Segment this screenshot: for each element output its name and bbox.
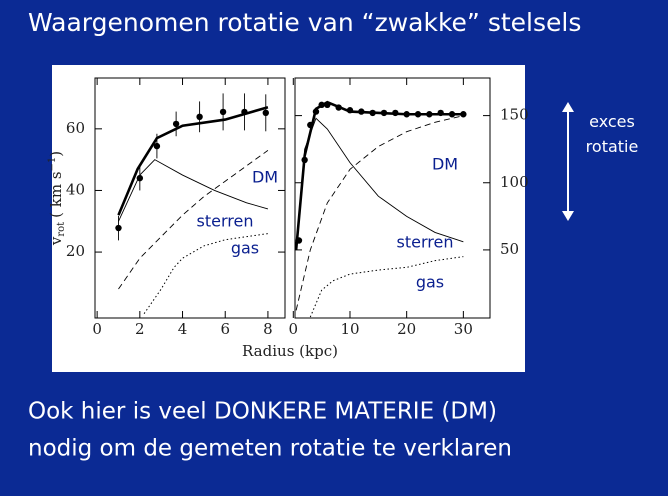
curve (143, 233, 268, 314)
curve (118, 150, 269, 290)
data-point (136, 174, 144, 182)
x-tick-label: 0 (289, 320, 299, 338)
y-tick-label: 150 (500, 106, 529, 124)
y-tick-label: 50 (500, 240, 519, 258)
x-tick-label: 0 (92, 320, 102, 338)
annotation: rotatie (586, 137, 639, 156)
slide-title: Waargenomen rotatie van “zwakke” stelsel… (28, 8, 581, 37)
y-tick-label: 60 (66, 119, 85, 137)
x-tick-label: 8 (263, 320, 273, 338)
x-tick-label: 2 (135, 320, 145, 338)
data-point (153, 142, 161, 150)
y-axis-label-part: ) (47, 151, 65, 157)
plot-frame (294, 77, 491, 319)
x-tick-label: 30 (454, 320, 473, 338)
x-axis-label: Radius (kpc) (242, 342, 338, 360)
y-axis-label-part: ( km s (47, 171, 65, 217)
curve-label: gas (231, 239, 259, 258)
y-axis-label-part: v (47, 236, 65, 246)
data-point (196, 113, 203, 121)
curve-label: sterren (197, 212, 254, 231)
curve (309, 256, 464, 318)
data-point (115, 224, 122, 232)
y-axis-label-part: −1 (47, 157, 58, 172)
data-point (219, 108, 227, 116)
y-axis-label: vrot ( km s−1) (47, 151, 67, 246)
curve (295, 117, 464, 250)
x-tick-label: 10 (340, 320, 359, 338)
x-tick-label: 6 (220, 320, 230, 338)
data-point (262, 109, 269, 117)
curve (118, 159, 269, 222)
footer-text: nodig om de gemeten rotatie te verklaren (28, 436, 512, 462)
plot-frame (94, 77, 286, 319)
y-tick-label: 40 (66, 180, 85, 198)
data-point (172, 120, 180, 128)
annotation: exces (589, 112, 635, 131)
y-axis-label-part: rot (56, 222, 67, 237)
footer-text: Ook hier is veel DONKERE MATERIE (DM) (28, 399, 497, 425)
x-tick-label: 20 (397, 320, 416, 338)
curve (117, 106, 269, 216)
curve (294, 100, 464, 251)
x-tick-label: 4 (178, 320, 188, 338)
y-tick-label: 20 (66, 242, 85, 260)
y-tick-label: 100 (500, 173, 529, 191)
curve-label: gas (416, 273, 444, 292)
curve (295, 115, 464, 311)
curve-label: DM (432, 155, 458, 174)
curve-label: DM (252, 168, 278, 187)
chart-panel (52, 65, 525, 372)
arrow (562, 102, 574, 221)
curve-label: sterren (397, 233, 454, 252)
